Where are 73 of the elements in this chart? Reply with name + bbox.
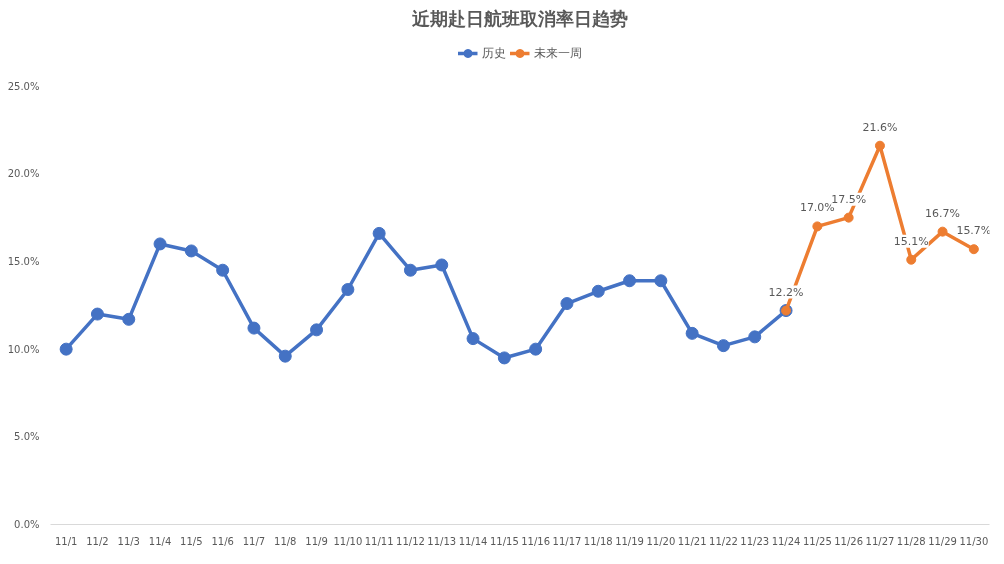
point <box>59 342 73 356</box>
x-tick-label: 11/12 <box>396 535 425 547</box>
x-tick-label: 11/30 <box>959 535 989 547</box>
x-tick-label: 11/13 <box>427 535 457 547</box>
point <box>654 274 668 288</box>
x-tick-label: 11/4 <box>148 535 172 547</box>
point <box>90 307 104 321</box>
y-tick-label: 20.0% <box>7 168 40 180</box>
x-tick-label: 11/3 <box>117 535 140 547</box>
x-tick-label: 11/10 <box>333 535 363 547</box>
x-tick-label: 11/22 <box>709 535 738 547</box>
x-tick-label: 11/25 <box>802 535 832 547</box>
y-tick-label: 15.0% <box>7 255 40 267</box>
x-tick-label: 11/26 <box>834 535 864 547</box>
x-tick-label: 11/18 <box>583 535 613 547</box>
point <box>529 342 543 356</box>
y-tick-label: 25.0% <box>7 80 40 92</box>
data-label: 17.5% <box>831 192 867 206</box>
x-tick-label: 11/19 <box>615 535 644 547</box>
x-tick-label: 11/5 <box>180 535 203 547</box>
x-tick-label: 11/27 <box>865 535 895 547</box>
point <box>937 226 948 237</box>
point <box>216 263 230 277</box>
x-tick-label: 11/20 <box>646 535 676 547</box>
legend-label: 未来一周 <box>534 44 582 62</box>
point <box>435 258 449 272</box>
x-tick-label: 11/28 <box>896 535 926 547</box>
x-tick-label: 11/2 <box>86 535 109 547</box>
point <box>748 330 762 344</box>
point <box>466 332 480 346</box>
point <box>623 274 637 288</box>
point <box>685 326 699 340</box>
point <box>310 323 324 337</box>
point <box>968 244 979 255</box>
x-tick-label: 11/9 <box>305 535 328 547</box>
x-tick-label: 11/17 <box>552 535 582 547</box>
x-tick-label: 11/14 <box>458 535 488 547</box>
point <box>560 297 574 311</box>
data-label: 16.7% <box>925 206 961 220</box>
point <box>497 351 511 365</box>
x-tick-label: 11/23 <box>740 535 770 547</box>
legend-label: 历史 <box>482 44 506 62</box>
point <box>247 321 261 335</box>
point <box>372 226 386 240</box>
y-tick-label: 10.0% <box>7 343 40 355</box>
point <box>403 263 417 277</box>
point <box>874 140 885 151</box>
y-tick-label: 0.0% <box>14 519 40 530</box>
point <box>153 237 167 251</box>
x-tick-label: 11/21 <box>677 535 707 547</box>
point <box>122 312 136 326</box>
x-tick-label: 11/7 <box>242 535 266 547</box>
data-label: 12.2% <box>768 285 804 299</box>
point <box>341 283 355 297</box>
point <box>906 254 917 265</box>
data-label: 15.1% <box>893 234 929 248</box>
y-tick-label: 5.0% <box>14 431 40 443</box>
x-tick-label: 11/29 <box>928 535 957 547</box>
point <box>843 212 854 223</box>
x-tick-label: 11/11 <box>364 535 394 547</box>
point <box>591 284 605 298</box>
x-tick-label: 11/6 <box>211 535 234 547</box>
point <box>184 244 198 258</box>
x-tick-label: 11/1 <box>54 535 78 547</box>
x-tick-label: 11/8 <box>274 535 297 547</box>
point <box>812 221 823 232</box>
x-tick-label: 11/16 <box>521 535 551 547</box>
chart-title: 近期赴日航班取消率日趋势 <box>411 7 628 29</box>
data-label: 21.6% <box>862 120 898 134</box>
x-tick-label: 11/15 <box>489 535 519 547</box>
point <box>278 349 292 363</box>
x-tick-label: 11/24 <box>771 535 801 547</box>
point <box>716 339 730 353</box>
